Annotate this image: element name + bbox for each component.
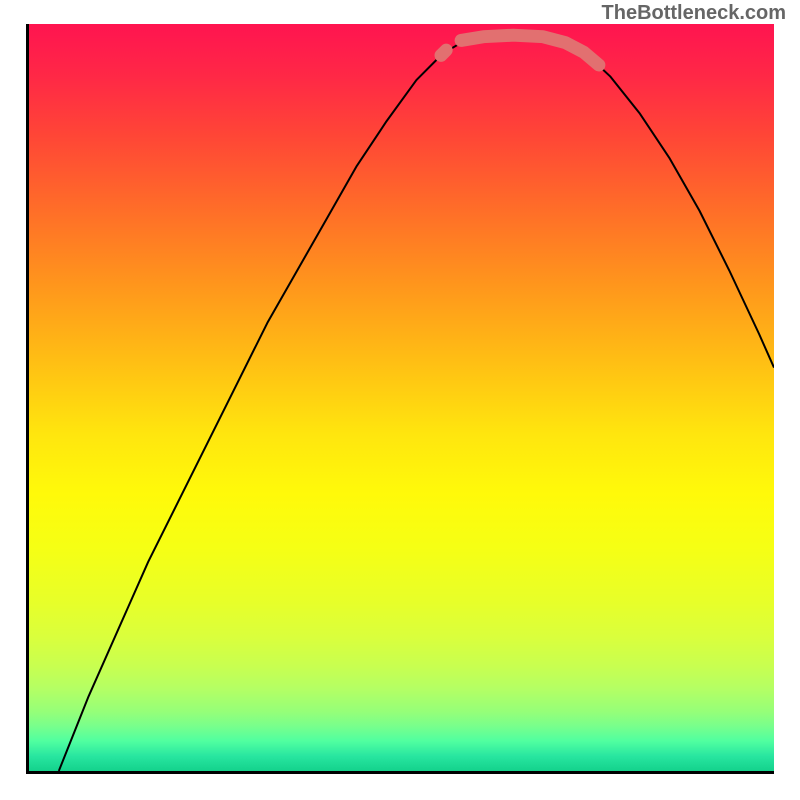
chart-curve-layer [29,24,774,771]
highlight-segment [461,35,599,65]
attribution-label: TheBottleneck.com [602,2,786,25]
chart-plot-area [26,24,774,774]
highlight-segment [441,50,446,55]
bottleneck-curve [59,35,774,771]
highlight-segments [441,35,599,65]
